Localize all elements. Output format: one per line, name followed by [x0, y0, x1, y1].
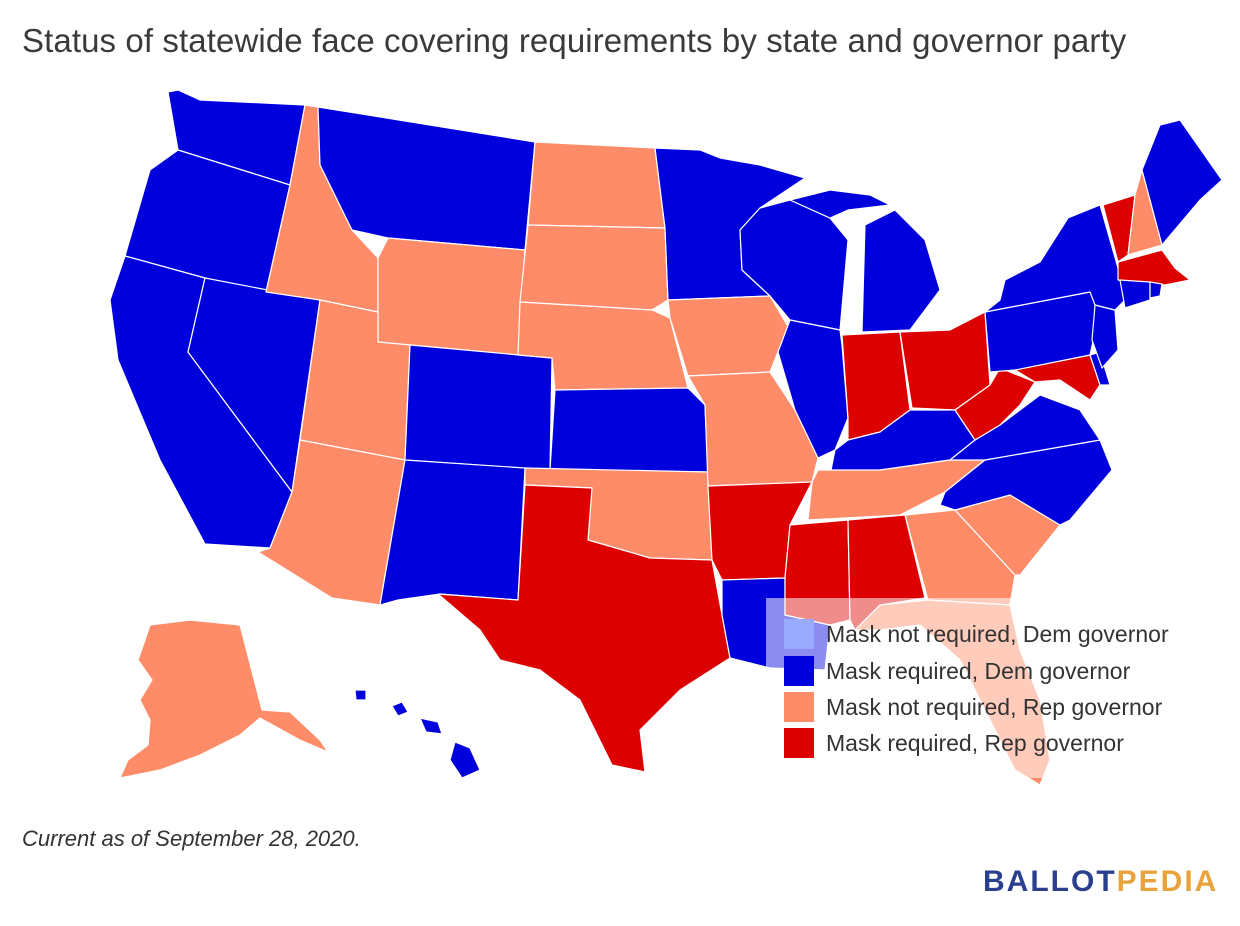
state-hawaii-kauai — [354, 689, 367, 701]
state-hawaii — [449, 741, 481, 779]
state-massachusetts — [1117, 249, 1191, 286]
state-texas — [437, 484, 731, 773]
state-hawaii-oahu — [391, 701, 409, 717]
state-georgia — [904, 509, 1016, 606]
state-new-mexico — [379, 459, 526, 606]
state-missouri — [687, 371, 819, 487]
state-hawaii-maui — [419, 717, 443, 735]
map-title: Status of statewide face covering requir… — [22, 22, 1127, 59]
state-connecticut — [1119, 279, 1151, 309]
state-maine — [1141, 119, 1223, 246]
legend-label: Mask not required, Rep governor — [826, 693, 1163, 720]
state-rhode-island — [1149, 281, 1163, 299]
legend: Mask not required, Dem governor Mask req… — [766, 598, 1169, 778]
legend-swatch — [784, 692, 814, 722]
legend-item-mask-required-rep: Mask required, Rep governor — [784, 728, 1124, 758]
ballotpedia-logo: BALLOTPEDIA — [983, 865, 1218, 899]
legend-item-mask-not-required-dem: Mask not required, Dem governor — [784, 619, 1169, 649]
footnote: Current as of September 28, 2020. — [22, 826, 361, 851]
state-kansas — [549, 387, 709, 473]
legend-label: Mask required, Rep governor — [826, 729, 1124, 756]
state-west-virginia — [954, 367, 1036, 441]
legend-swatch — [784, 728, 814, 758]
state-new-york — [984, 204, 1126, 313]
legend-label: Mask not required, Dem governor — [826, 620, 1169, 647]
state-alaska — [119, 619, 329, 779]
state-north-dakota — [527, 141, 666, 229]
state-michigan — [861, 209, 941, 333]
legend-label: Mask required, Dem governor — [826, 657, 1131, 684]
legend-swatch — [784, 619, 814, 649]
legend-swatch — [784, 656, 814, 686]
logo-part-ballot: BALLOT — [983, 865, 1117, 898]
state-iowa — [667, 295, 791, 377]
logo-part-pedia: PEDIA — [1116, 865, 1219, 898]
state-colorado — [404, 344, 553, 471]
state-wyoming — [377, 237, 526, 356]
state-south-dakota — [519, 224, 669, 311]
legend-item-mask-required-dem: Mask required, Dem governor — [784, 656, 1130, 686]
legend-item-mask-not-required-rep: Mask not required, Rep governor — [784, 692, 1162, 722]
state-michigan-upper — [789, 189, 891, 219]
